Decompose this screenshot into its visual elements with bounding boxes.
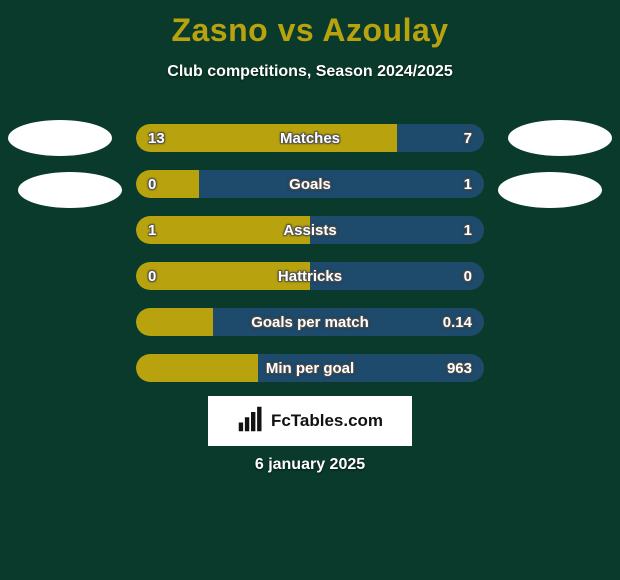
stat-value-right: 0.14 (443, 308, 472, 336)
club-avatar-left (18, 172, 122, 208)
stat-value-right: 7 (464, 124, 472, 152)
source-logo: FcTables.com (208, 396, 412, 446)
player-avatar-left (8, 120, 112, 156)
stat-row: Goals per match0.14 (136, 308, 484, 336)
player-avatar-right (508, 120, 612, 156)
stat-label: Hattricks (136, 262, 484, 290)
stat-value-left: 0 (148, 170, 156, 198)
stat-row: Assists1 1 (136, 216, 484, 244)
bars-icon (237, 405, 265, 438)
stat-rows: Matches137Goals01Assists11Hattricks00Goa… (136, 124, 484, 400)
stat-value-right: 1 (464, 170, 472, 198)
date-text: 6 january 2025 (0, 456, 620, 474)
title-right: Azoulay (322, 12, 448, 48)
title-left: Zasno (171, 12, 268, 48)
title-vs: vs (278, 12, 315, 48)
stat-value-left: 13 (148, 124, 165, 152)
stat-value-right: 963 (447, 354, 472, 382)
stat-value-left: 1 (148, 216, 156, 244)
subtitle: Club competitions, Season 2024/2025 (0, 63, 620, 81)
page-title: Zasno vs Azoulay (0, 12, 620, 49)
stat-label: Goals (136, 170, 484, 198)
comparison-card: Zasno vs Azoulay Club competitions, Seas… (0, 0, 620, 580)
stat-row: Matches13 7 (136, 124, 484, 152)
stat-label: Assists (136, 216, 484, 244)
stat-row: Min per goal963 (136, 354, 484, 382)
stat-value-right: 1 (464, 216, 472, 244)
stat-value-right: 0 (464, 262, 472, 290)
club-avatar-right (498, 172, 602, 208)
stat-label: Min per goal (136, 354, 484, 382)
stat-row: Goals0 1 (136, 170, 484, 198)
stat-value-left: 0 (148, 262, 156, 290)
stat-label: Matches (136, 124, 484, 152)
stat-label: Goals per match (136, 308, 484, 336)
stat-row: Hattricks0 0 (136, 262, 484, 290)
source-logo-text: FcTables.com (271, 411, 383, 431)
